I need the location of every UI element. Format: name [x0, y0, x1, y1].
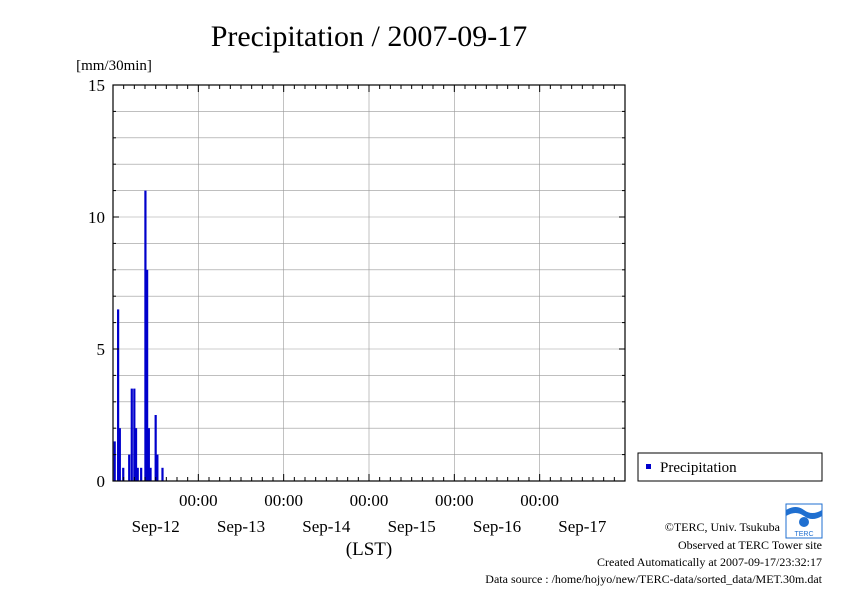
precipitation-bar [154, 415, 157, 481]
logo-text: TERC [794, 531, 813, 538]
precipitation-bar [122, 467, 125, 481]
precipitation-bar [149, 467, 152, 481]
y-tick-label: 15 [88, 76, 105, 95]
y-axis-ticks: 0 5 10 15 [88, 76, 625, 491]
legend-box [637, 452, 823, 482]
precipitation-bar [136, 467, 139, 481]
precipitation-bar [118, 428, 121, 481]
x-date-label: Sep-14 [302, 517, 351, 536]
x-axis-ticks: 00:00 00:00 00:00 00:00 00:00 Sep-12 Sep-13 Sep… [112, 85, 626, 536]
observed-text: Observed at TERC Tower site [678, 538, 822, 552]
precipitation-bar [146, 269, 149, 481]
legend-swatch-precipitation [646, 464, 651, 469]
y-tick-label: 5 [97, 340, 106, 359]
chart-title: Precipitation / 2007-09-17 [211, 20, 528, 53]
bar-series-precipitation [113, 190, 164, 481]
x-time-label: 00:00 [435, 491, 474, 510]
x-date-label: Sep-15 [388, 517, 436, 536]
precipitation-bar [134, 428, 138, 481]
precipitation-bar [161, 467, 164, 481]
terc-logo: TERC [785, 503, 823, 539]
x-axis-label: (LST) [346, 539, 392, 560]
precipitation-bar [133, 388, 136, 481]
x-date-label: Sep-16 [473, 517, 521, 536]
legend-label-precipitation: Precipitation [660, 460, 737, 476]
precipitation-bar [128, 454, 131, 481]
x-date-label: Sep-12 [132, 517, 180, 536]
x-time-label: 00:00 [179, 491, 218, 510]
precipitation-bar [144, 190, 147, 481]
data-source-text: Data source : /home/hojyo/new/TERC-data/… [485, 572, 822, 586]
precipitation-bar [156, 454, 159, 481]
x-time-label: 00:00 [350, 491, 389, 510]
precipitation-bar [140, 467, 143, 481]
x-date-label: Sep-13 [217, 517, 265, 536]
precipitation-bar [113, 441, 116, 481]
precipitation-bar [117, 309, 120, 481]
y-tick-label: 0 [97, 472, 106, 491]
precipitation-bar [130, 388, 133, 481]
created-text: Created Automatically at 2007-09-17/23:3… [597, 555, 822, 569]
legend: Precipitation [637, 452, 823, 482]
grid-lines [113, 85, 625, 481]
y-tick-label: 10 [88, 208, 105, 227]
copyright-text: ©TERC, Univ. Tsukuba [665, 520, 781, 534]
y-axis-label: [mm/30min] [76, 58, 152, 74]
x-time-label: 00:00 [520, 491, 559, 510]
x-date-label: Sep-17 [558, 517, 607, 536]
x-time-label: 00:00 [264, 491, 303, 510]
precipitation-bar [147, 428, 150, 481]
